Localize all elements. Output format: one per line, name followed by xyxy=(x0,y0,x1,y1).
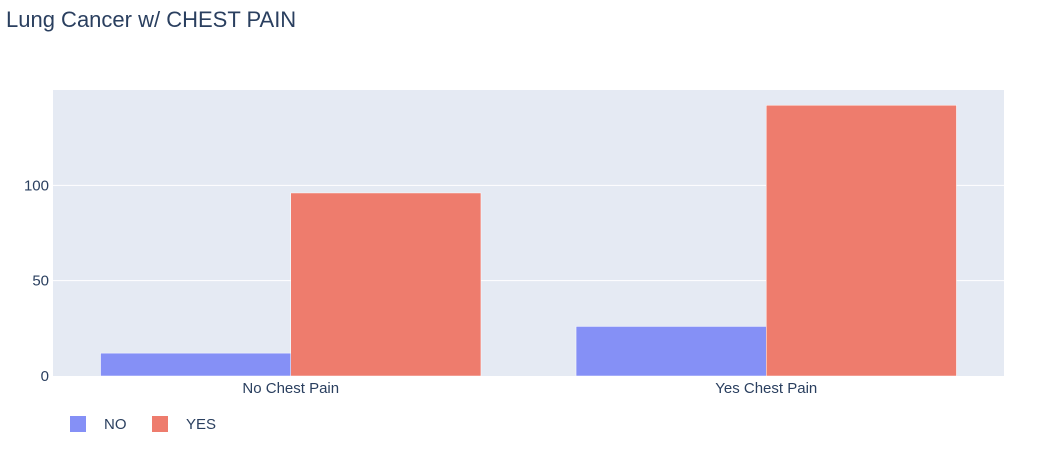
bar-no-0[interactable] xyxy=(100,352,291,377)
bar-no-1[interactable] xyxy=(575,326,767,377)
y-tick-label: 100 xyxy=(24,177,49,194)
legend-label: NO xyxy=(104,416,127,433)
legend-label: YES xyxy=(186,416,216,433)
y-axis-ticks: 0 50 100 xyxy=(24,177,49,385)
legend-swatch-no xyxy=(70,416,86,432)
x-tick-label: Yes Chest Pain xyxy=(715,380,817,397)
x-axis-ticks: No Chest Pain Yes Chest Pain xyxy=(242,380,817,397)
x-tick-label: No Chest Pain xyxy=(242,380,339,397)
legend[interactable]: NO YES xyxy=(70,416,216,433)
bar-layer xyxy=(100,105,957,377)
legend-item-no[interactable]: NO xyxy=(70,416,127,433)
chart-title: Lung Cancer w/ CHEST PAIN xyxy=(6,7,296,32)
y-tick-label: 50 xyxy=(32,273,49,290)
legend-item-yes[interactable]: YES xyxy=(152,416,216,433)
legend-swatch-yes xyxy=(152,416,168,432)
bar-yes-0[interactable] xyxy=(290,192,482,377)
bar-yes-1[interactable] xyxy=(766,105,957,377)
y-tick-label: 0 xyxy=(41,368,49,385)
